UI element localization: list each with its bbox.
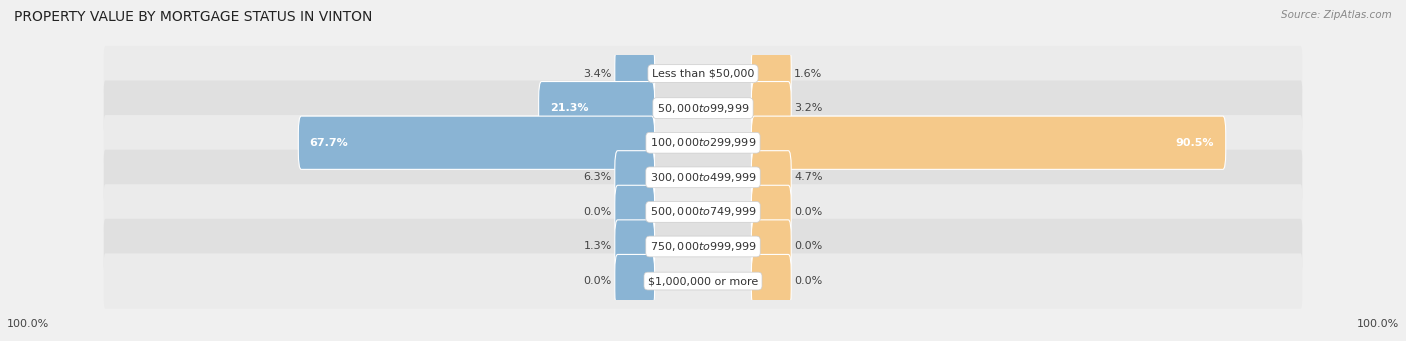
FancyBboxPatch shape: [104, 80, 1302, 136]
Legend: Without Mortgage, With Mortgage: Without Mortgage, With Mortgage: [568, 340, 838, 341]
FancyBboxPatch shape: [104, 150, 1302, 205]
FancyBboxPatch shape: [104, 115, 1302, 170]
FancyBboxPatch shape: [614, 47, 655, 100]
Text: $1,000,000 or more: $1,000,000 or more: [648, 276, 758, 286]
Text: 67.7%: 67.7%: [309, 138, 349, 148]
Text: 3.4%: 3.4%: [583, 69, 612, 78]
Text: 1.3%: 1.3%: [583, 241, 612, 251]
Text: $750,000 to $999,999: $750,000 to $999,999: [650, 240, 756, 253]
Text: Less than $50,000: Less than $50,000: [652, 69, 754, 78]
FancyBboxPatch shape: [538, 81, 655, 135]
FancyBboxPatch shape: [614, 185, 655, 238]
Text: 4.7%: 4.7%: [794, 172, 823, 182]
Text: 0.0%: 0.0%: [583, 207, 612, 217]
FancyBboxPatch shape: [751, 81, 792, 135]
FancyBboxPatch shape: [104, 253, 1302, 309]
Text: 0.0%: 0.0%: [794, 241, 823, 251]
FancyBboxPatch shape: [751, 185, 792, 238]
Text: Source: ZipAtlas.com: Source: ZipAtlas.com: [1281, 10, 1392, 20]
FancyBboxPatch shape: [751, 47, 792, 100]
Text: 1.6%: 1.6%: [794, 69, 823, 78]
FancyBboxPatch shape: [751, 151, 792, 204]
FancyBboxPatch shape: [614, 151, 655, 204]
Text: $50,000 to $99,999: $50,000 to $99,999: [657, 102, 749, 115]
Text: $500,000 to $749,999: $500,000 to $749,999: [650, 205, 756, 218]
Text: $100,000 to $299,999: $100,000 to $299,999: [650, 136, 756, 149]
Text: 100.0%: 100.0%: [1357, 319, 1399, 329]
Text: 6.3%: 6.3%: [583, 172, 612, 182]
FancyBboxPatch shape: [104, 219, 1302, 274]
FancyBboxPatch shape: [104, 46, 1302, 101]
FancyBboxPatch shape: [614, 220, 655, 273]
FancyBboxPatch shape: [298, 116, 655, 169]
Text: 21.3%: 21.3%: [550, 103, 589, 113]
Text: 100.0%: 100.0%: [7, 319, 49, 329]
Text: 3.2%: 3.2%: [794, 103, 823, 113]
FancyBboxPatch shape: [751, 220, 792, 273]
FancyBboxPatch shape: [614, 254, 655, 308]
Text: 0.0%: 0.0%: [583, 276, 612, 286]
FancyBboxPatch shape: [751, 116, 1226, 169]
FancyBboxPatch shape: [751, 254, 792, 308]
Text: $300,000 to $499,999: $300,000 to $499,999: [650, 171, 756, 184]
Text: 90.5%: 90.5%: [1175, 138, 1215, 148]
FancyBboxPatch shape: [104, 184, 1302, 240]
Text: PROPERTY VALUE BY MORTGAGE STATUS IN VINTON: PROPERTY VALUE BY MORTGAGE STATUS IN VIN…: [14, 10, 373, 24]
Text: 0.0%: 0.0%: [794, 276, 823, 286]
Text: 0.0%: 0.0%: [794, 207, 823, 217]
